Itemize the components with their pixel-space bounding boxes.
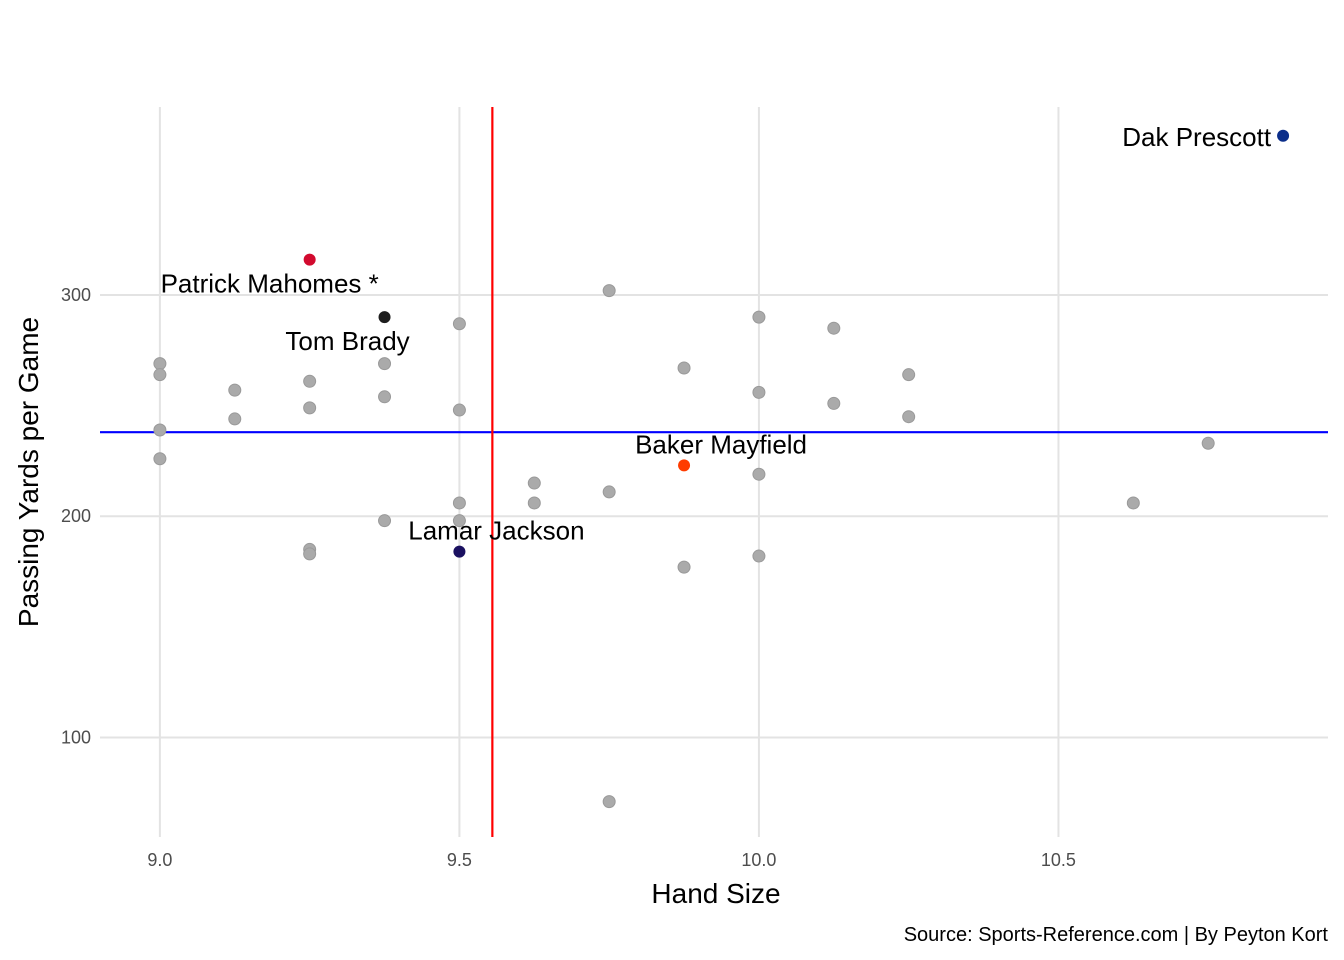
grid-lines <box>100 107 1328 837</box>
x-tick-label: 10.5 <box>1041 850 1076 870</box>
reference-lines <box>100 107 1328 837</box>
data-point <box>1201 436 1215 450</box>
data-point <box>827 321 841 335</box>
point-label: Lamar Jackson <box>408 516 584 546</box>
data-point <box>902 410 916 424</box>
data-point <box>303 547 317 561</box>
highlighted-point <box>303 253 316 266</box>
data-point <box>752 385 766 399</box>
point-label: Dak Prescott <box>1122 122 1272 152</box>
data-point <box>602 795 616 809</box>
x-tick-label: 10.0 <box>741 850 776 870</box>
point-label: Baker Mayfield <box>635 429 807 459</box>
data-point <box>153 452 167 466</box>
data-point <box>228 383 242 397</box>
data-point <box>752 549 766 563</box>
data-point <box>827 396 841 410</box>
data-point <box>527 476 541 490</box>
data-point <box>677 560 691 574</box>
data-point <box>602 284 616 298</box>
data-point <box>452 496 466 510</box>
data-point <box>378 357 392 371</box>
data-point <box>378 390 392 404</box>
data-points <box>153 284 1215 809</box>
data-point <box>602 485 616 499</box>
data-point <box>902 368 916 382</box>
x-tick-label: 9.0 <box>147 850 172 870</box>
data-point <box>677 361 691 375</box>
x-tick-label: 9.5 <box>447 850 472 870</box>
highlighted-points <box>303 129 1290 558</box>
y-axis-title: Passing Yards per Game <box>13 317 44 627</box>
tick-labels: 9.0 9.5 10.0 10.5 100 200 300 <box>61 285 1076 870</box>
highlighted-point <box>378 311 391 324</box>
highlighted-point <box>453 545 466 558</box>
data-point <box>452 403 466 417</box>
data-point <box>452 317 466 331</box>
y-tick-label: 200 <box>61 506 91 526</box>
data-point <box>153 357 167 371</box>
highlighted-point <box>678 459 691 472</box>
data-point <box>303 374 317 388</box>
caption: Source: Sports-Reference.com | By Peyton… <box>904 924 1329 946</box>
point-labels: Dak Prescott Patrick Mahomes * Tom Brady Ba… <box>161 122 1272 546</box>
data-point <box>378 514 392 528</box>
data-point <box>228 412 242 426</box>
data-point <box>153 368 167 382</box>
data-point <box>752 467 766 481</box>
x-axis-title: Hand Size <box>651 878 780 909</box>
point-label: Tom Brady <box>285 326 409 356</box>
data-point <box>527 496 541 510</box>
data-point <box>1126 496 1140 510</box>
data-point <box>452 514 466 528</box>
data-point <box>752 310 766 324</box>
y-tick-label: 100 <box>61 727 91 747</box>
data-point <box>303 401 317 415</box>
highlighted-point <box>1277 129 1290 142</box>
y-tick-label: 300 <box>61 285 91 305</box>
point-label: Patrick Mahomes * <box>161 269 379 299</box>
data-point <box>153 423 167 437</box>
